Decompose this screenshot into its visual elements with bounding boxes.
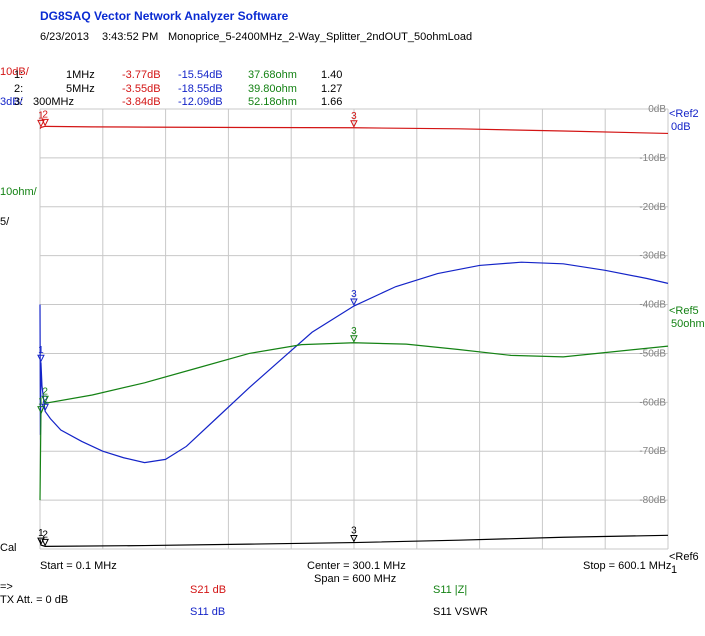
marker-triangle [350, 298, 358, 307]
y-tick-label: -40dB [639, 300, 666, 311]
marker-triangle [350, 120, 358, 128]
marker-triangle [37, 354, 45, 363]
marker-1-s21: -3.77dB [122, 69, 161, 81]
legend-s11[interactable]: S11 dB [190, 606, 226, 618]
marker-number: 2 [42, 394, 48, 405]
y-tick-labels: 0dB -10dB -20dB -30dB -40dB -50dB -60dB -70dB -8… [639, 104, 666, 506]
span-freq: Span = 600 MHz [314, 573, 397, 585]
marker-number: 3 [351, 289, 357, 300]
marker-number: 3 [351, 326, 357, 337]
marker-3-z: 52.18ohm [248, 96, 297, 108]
y-tick-label: -50dB [639, 348, 666, 359]
marker-number: 1 [38, 528, 44, 539]
traces [39, 125, 669, 547]
marker-2-z: 39.80ohm [248, 83, 297, 95]
start-freq: Start = 0.1 MHz [40, 560, 117, 572]
ref6-label: <Ref6 [669, 551, 699, 563]
app-title: DG8SAQ Vector Network Analyzer Software [40, 9, 289, 23]
s21-scale-label: 10dB/ [0, 66, 29, 78]
marker-triangle [37, 406, 45, 414]
marker-1-id: 1: [14, 69, 24, 81]
cal-label: Cal [0, 542, 17, 554]
measurement-name: Monoprice_5-2400MHz_2-Way_Splitter_2ndOU… [168, 31, 473, 43]
y-tick-label: -10dB [639, 153, 666, 164]
z-scale-label: 10ohm/ [0, 186, 37, 198]
marker-number: 1 [38, 345, 44, 356]
date-text: 6/23/2013 [40, 31, 89, 43]
marker-triangle [41, 403, 49, 412]
marker-2-s11: -18.55dB [178, 83, 223, 95]
y-tick-label: -80dB [639, 495, 666, 506]
trace-s11 [39, 261, 669, 464]
trace-z [39, 342, 669, 501]
y-tick-label: 0dB [648, 104, 666, 115]
marker-3-freq: 300MHz [33, 96, 74, 108]
legend-vswr[interactable]: S11 VSWR [433, 606, 488, 618]
legend-s21[interactable]: S21 dB [190, 584, 227, 596]
marker-2-freq: 5MHz [66, 83, 95, 95]
s11-scale-label: 3dB/ [0, 96, 23, 108]
marker-1-freq: 1MHz [66, 69, 95, 81]
vswr-scale-label: 5/ [0, 216, 10, 228]
stop-freq: Stop = 600.1 MHz [583, 560, 672, 572]
marker-triangle [41, 395, 49, 404]
marker-1-z: 37.68ohm [248, 69, 297, 81]
marker-3-s21: -3.84dB [122, 96, 161, 108]
marker-3-id: 3: [14, 96, 24, 108]
marker-number: 1 [38, 397, 44, 408]
y-tick-label: -70dB [639, 446, 666, 457]
marker-number: 3 [351, 526, 357, 537]
marker-triangle [37, 119, 45, 128]
marker-triangle [41, 118, 49, 127]
y-tick-label: -60dB [639, 397, 666, 408]
legend-z[interactable]: S11 |Z| [433, 584, 468, 596]
marker-1-s11: -15.54dB [178, 69, 223, 81]
trace-vswr [39, 534, 669, 547]
grid [39, 108, 669, 550]
marker-number: 2 [42, 109, 48, 120]
marker-3-vswr: 1.66 [321, 96, 343, 108]
center-freq: Center = 300.1 MHz [307, 560, 406, 572]
arrow-indicator: => [0, 581, 13, 593]
marker-1-vswr: 1.40 [321, 69, 343, 81]
ref2-label: <Ref2 [669, 108, 699, 120]
marker-number: 2 [42, 386, 48, 397]
marker-2-s21: -3.55dB [122, 83, 161, 95]
marker-triangle [350, 535, 358, 543]
y-tick-label: -30dB [639, 251, 666, 262]
ref5-label: <Ref5 [669, 305, 699, 317]
time-text: 3:43:52 PM [102, 31, 159, 43]
ref2-value: 0dB [671, 121, 691, 133]
marker-2-id: 2: [14, 83, 24, 95]
marker-triangle [350, 335, 358, 343]
ref6-value: 1 [671, 564, 678, 576]
marker-number: 3 [351, 111, 357, 122]
marker-3-s11: -12.09dB [178, 96, 223, 108]
tx-attenuation: TX Att. = 0 dB [0, 594, 69, 606]
marker-number: 2 [42, 529, 48, 540]
trace-s21 [39, 125, 669, 135]
marker-triangle [41, 538, 49, 547]
marker-number: 1 [38, 110, 44, 121]
ref5-value: 50ohm [671, 318, 705, 330]
marker-2-vswr: 1.27 [321, 83, 343, 95]
y-tick-label: -20dB [639, 202, 666, 213]
